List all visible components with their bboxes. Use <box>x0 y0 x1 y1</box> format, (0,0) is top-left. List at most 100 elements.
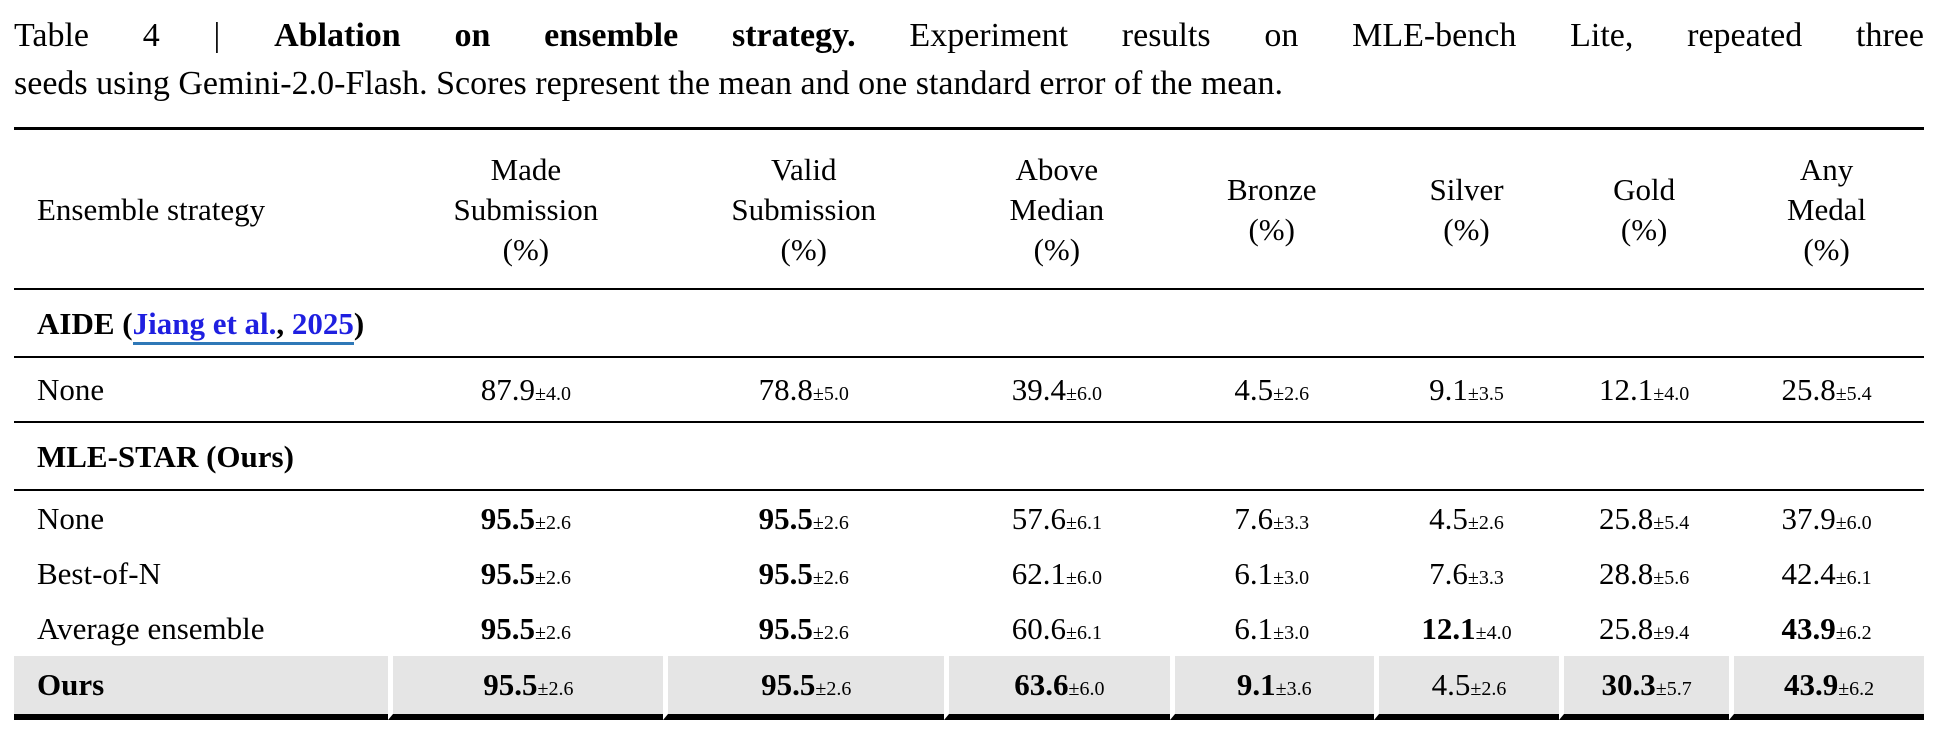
value-cell: 12.1±4.0 <box>1559 358 1730 424</box>
score-stderr: ±4.0 <box>1653 383 1690 406</box>
score-stderr: ±6.0 <box>1835 512 1872 535</box>
value-cell: 6.1±3.0 <box>1170 601 1374 656</box>
citation-separator: , <box>276 306 292 342</box>
score-stderr: ±6.1 <box>1065 512 1102 535</box>
score-mean: 78.8 <box>758 372 813 408</box>
score-mean: 7.6 <box>1429 556 1468 592</box>
score-mean: 62.1 <box>1011 556 1066 592</box>
col-header-bronze: Bronze (%) <box>1169 126 1374 291</box>
section-row-aide: AIDE (Jiang et al., 2025) <box>14 290 1924 359</box>
score-stderr: ±6.1 <box>1835 567 1872 590</box>
row-label: None <box>14 358 389 424</box>
value-cell: 30.3±5.7 <box>1559 656 1730 721</box>
score-mean: 95.5 <box>761 667 816 703</box>
score-mean: 95.5 <box>480 501 535 537</box>
header-row: Ensemble strategy Made Submission (%) Valid S… <box>14 126 1924 291</box>
caption-prefix: Table 4 | <box>14 17 275 54</box>
score-stderr: ±3.5 <box>1467 383 1504 406</box>
value-cell: 12.1±4.0 <box>1374 601 1559 656</box>
score-stderr: ±5.4 <box>1653 512 1690 535</box>
value-cell: 7.6±3.3 <box>1374 546 1559 601</box>
col-header-silver: Silver (%) <box>1373 126 1560 291</box>
score-mean: 25.8 <box>1781 372 1836 408</box>
value-cell: 95.5±2.6 <box>663 656 945 721</box>
citation-year[interactable]: 2025 <box>291 306 354 342</box>
score-mean: 43.9 <box>1781 611 1836 647</box>
col-header-valid-submission: Valid Submission (%) <box>663 126 945 291</box>
table-caption-line1: Table 4 | Ablation on ensemble strategy.… <box>14 12 1924 60</box>
value-cell: 95.5±2.6 <box>663 546 944 601</box>
value-cell: 4.5±2.6 <box>1374 491 1559 546</box>
value-cell: 95.5±2.6 <box>663 491 944 546</box>
score-stderr: ±2.6 <box>812 512 849 535</box>
score-mean: 12.1 <box>1421 611 1476 647</box>
value-cell: 60.6±6.1 <box>944 601 1169 656</box>
score-mean: 42.4 <box>1781 556 1836 592</box>
score-stderr: ±6.0 <box>1068 678 1105 701</box>
value-cell: 78.8±5.0 <box>663 358 945 424</box>
table-row-ours: Ours 95.5±2.6 95.5±2.6 63.6±6.0 9.1±3.6 4.5±2… <box>14 656 1924 721</box>
table-row-best-of-n: Best-of-N 95.5±2.6 95.5±2.6 62.1±6.0 6.1±3.0… <box>14 546 1924 601</box>
score-mean: 6.1 <box>1234 556 1274 592</box>
score-stderr: ±2.6 <box>1467 512 1504 535</box>
score-mean: 87.9 <box>480 372 535 408</box>
col-header-made-submission: Made Submission (%) <box>388 126 664 291</box>
score-stderr: ±2.6 <box>812 567 849 590</box>
score-mean: 39.4 <box>1011 372 1066 408</box>
row-label: None <box>37 501 105 537</box>
score-stderr: ±6.0 <box>1065 567 1102 590</box>
citation-link[interactable]: Jiang et al., 2025 <box>132 306 354 346</box>
score-stderr: ±2.6 <box>537 678 574 701</box>
col-header-gold: Gold (%) <box>1559 126 1730 291</box>
col-header-any-medal: Any Medal (%) <box>1729 126 1924 291</box>
citation-authors[interactable]: Jiang et al. <box>132 306 277 342</box>
caption-text: Experiment results on MLE-bench Lite, re… <box>855 17 1924 54</box>
score-stderr: ±3.0 <box>1273 567 1310 590</box>
value-cell: 95.5±2.6 <box>388 601 663 656</box>
score-mean: 95.5 <box>483 667 538 703</box>
score-stderr: ±2.6 <box>1273 383 1310 406</box>
value-cell: 87.9±4.0 <box>388 358 664 424</box>
score-mean: 25.8 <box>1599 501 1654 537</box>
section-row-mle-star: MLE-STAR (Ours) <box>14 423 1924 492</box>
score-mean: 7.6 <box>1234 501 1274 537</box>
score-mean: 9.1 <box>1429 372 1468 408</box>
value-cell: 95.5±2.6 <box>388 656 664 721</box>
score-stderr: ±2.6 <box>535 512 571 535</box>
caption-bold-title: Ablation on ensemble strategy. <box>274 17 856 54</box>
score-stderr: ±3.0 <box>1273 622 1310 645</box>
score-stderr: ±5.7 <box>1655 678 1692 701</box>
score-stderr: ±3.3 <box>1467 567 1504 590</box>
score-stderr: ±2.6 <box>1470 678 1507 701</box>
row-label: Average ensemble <box>37 611 265 647</box>
score-mean: 95.5 <box>480 556 535 592</box>
value-cell: 63.6±6.0 <box>944 656 1170 721</box>
value-cell: 95.5±2.6 <box>388 491 663 546</box>
score-stderr: ±6.2 <box>1838 678 1875 701</box>
score-stderr: ±5.6 <box>1653 567 1690 590</box>
score-mean: 95.5 <box>758 611 813 647</box>
section-title-mle-star: MLE-STAR (Ours) <box>14 423 1924 492</box>
score-mean: 57.6 <box>1011 501 1066 537</box>
value-cell: 43.9±6.2 <box>1729 601 1924 656</box>
value-cell: 6.1±3.0 <box>1170 546 1374 601</box>
score-stderr: ±4.0 <box>535 383 571 406</box>
score-stderr: ±2.6 <box>812 622 849 645</box>
score-mean: 28.8 <box>1599 556 1654 592</box>
score-mean: 6.1 <box>1234 611 1274 647</box>
score-mean: 4.5 <box>1431 667 1471 703</box>
score-mean: 95.5 <box>480 611 535 647</box>
score-stderr: ±3.3 <box>1273 512 1310 535</box>
value-cell: 42.4±6.1 <box>1729 546 1924 601</box>
results-table: Ensemble strategy Made Submission (%) Valid S… <box>14 126 1924 721</box>
table-caption-line2: seeds using Gemini-2.0-Flash. Scores rep… <box>14 65 1283 103</box>
score-stderr: ±6.0 <box>1065 383 1102 406</box>
score-stderr: ±2.6 <box>535 567 571 590</box>
score-stderr: ±6.1 <box>1065 622 1102 645</box>
value-cell: 39.4±6.0 <box>944 358 1170 424</box>
value-cell: 95.5±2.6 <box>388 546 663 601</box>
table-row-average-ensemble: Average ensemble 95.5±2.6 95.5±2.6 60.6±6.1… <box>14 601 1924 656</box>
score-stderr: ±5.0 <box>812 383 849 406</box>
value-cell: 25.8±5.4 <box>1559 491 1729 546</box>
score-mean: 9.1 <box>1236 667 1276 703</box>
